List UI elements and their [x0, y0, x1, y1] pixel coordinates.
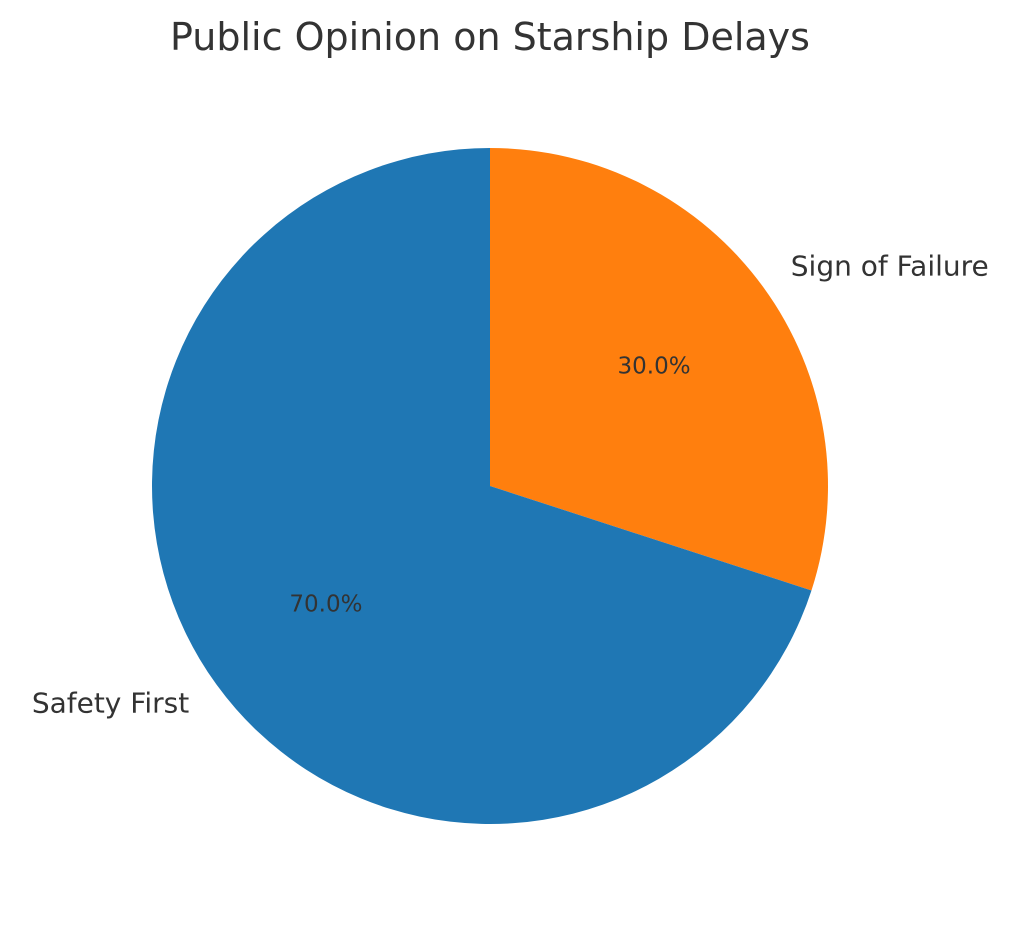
pie-slices	[152, 148, 828, 824]
slice-label-sign-of-failure: Sign of Failure	[791, 249, 989, 282]
chart-title: Public Opinion on Starship Delays	[170, 15, 810, 59]
pie-slice-sign-of-failure	[490, 148, 828, 591]
pie-labels: Sign of Failure 30.0% Safety First 70.0%	[32, 249, 989, 719]
pie-slice-safety-first	[152, 148, 812, 824]
slice-percent-sign-of-failure: 30.0%	[618, 353, 691, 379]
slice-label-safety-first: Safety First	[32, 687, 189, 720]
slice-percent-safety-first: 70.0%	[289, 592, 362, 618]
